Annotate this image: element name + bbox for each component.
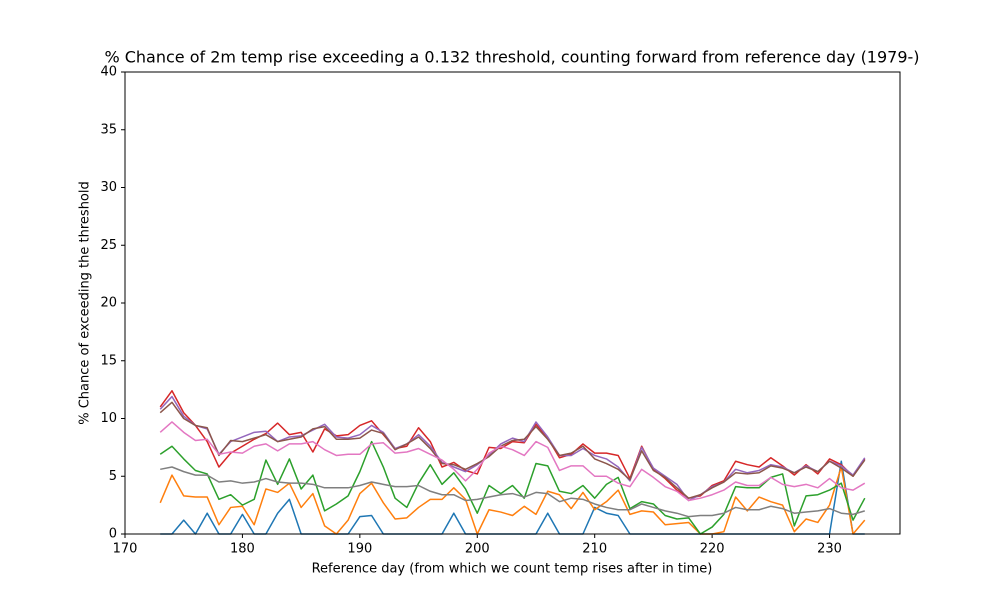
- series-line: [159, 421, 866, 502]
- x-tick-label: 190: [347, 542, 372, 557]
- x-tick-label: 210: [582, 542, 607, 557]
- series-line: [159, 440, 866, 535]
- x-tick-label: 200: [465, 542, 490, 557]
- y-tick-label: 20: [100, 296, 117, 311]
- y-tick-label: 30: [100, 180, 117, 195]
- y-tick-label: 35: [100, 122, 117, 137]
- y-tick-label: 25: [100, 238, 117, 253]
- x-axis-label: Reference day (from which we count temp …: [312, 562, 713, 577]
- x-tick-label: 230: [817, 542, 842, 557]
- chart-title: % Chance of 2m temp rise exceeding a 0.1…: [104, 48, 919, 67]
- series-line: [159, 390, 866, 499]
- x-tick-label: 220: [700, 542, 725, 557]
- series-line: [159, 466, 866, 535]
- y-tick-label: 10: [100, 411, 117, 426]
- y-tick-label: 15: [100, 353, 117, 368]
- x-tick-label: 180: [230, 542, 255, 557]
- y-tick-label: 40: [100, 65, 117, 80]
- x-tick-label: 170: [113, 542, 138, 557]
- series-line: [159, 401, 866, 499]
- series-line: [160, 466, 865, 518]
- y-tick-label: 0: [109, 527, 117, 542]
- y-tick-label: 5: [109, 469, 117, 484]
- plot-frame: [124, 71, 901, 535]
- y-axis-label: % Chance of exceeding the threshold: [78, 181, 93, 425]
